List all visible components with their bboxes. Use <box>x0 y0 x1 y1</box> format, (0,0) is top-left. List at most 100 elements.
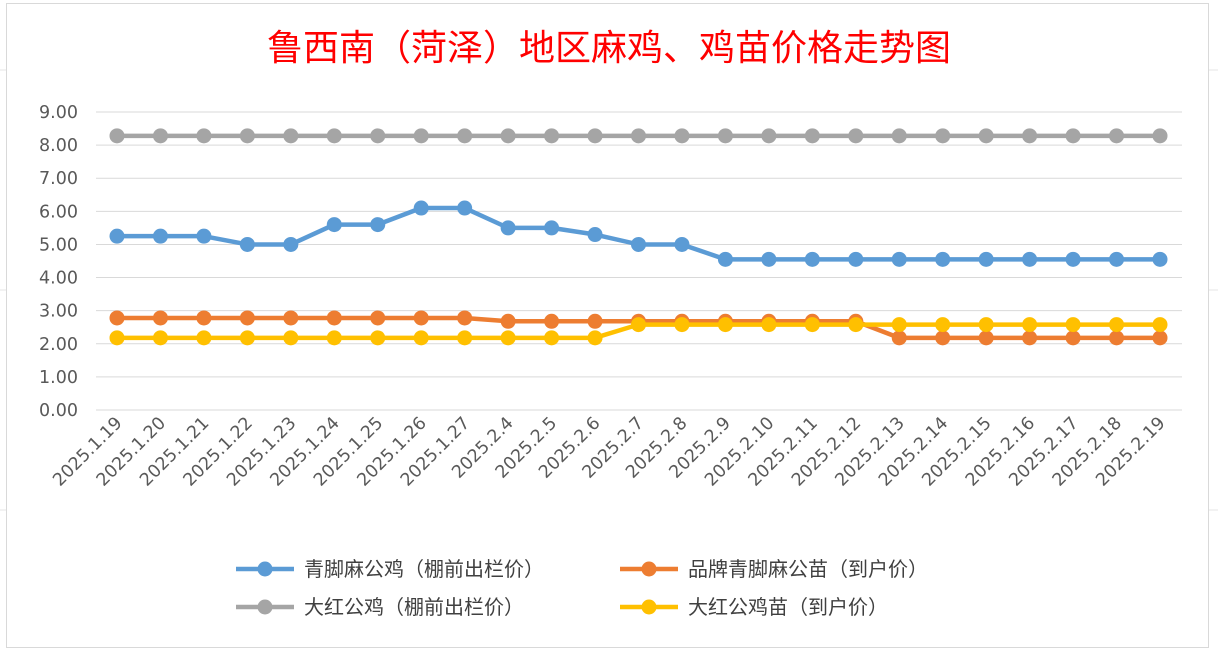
data-point[interactable] <box>891 330 907 346</box>
data-point[interactable] <box>1152 317 1168 333</box>
data-point[interactable] <box>1109 128 1125 144</box>
data-point[interactable] <box>804 251 820 267</box>
data-point[interactable] <box>978 128 994 144</box>
gridlines <box>96 111 1182 411</box>
data-point[interactable] <box>717 251 733 267</box>
data-point[interactable] <box>152 310 168 326</box>
data-point[interactable] <box>109 228 125 244</box>
data-point[interactable] <box>1022 128 1038 144</box>
legend-entry[interactable]: 大红公鸡苗（到户价） <box>620 595 888 619</box>
data-point[interactable] <box>239 236 255 252</box>
data-point[interactable] <box>891 251 907 267</box>
data-point[interactable] <box>1065 251 1081 267</box>
legend-entry[interactable]: 大红公鸡（棚前出栏价） <box>236 595 524 619</box>
data-point[interactable] <box>1152 128 1168 144</box>
data-point[interactable] <box>935 128 951 144</box>
chart-title: 鲁西南（菏泽）地区麻鸡、鸡苗价格走势图 <box>267 28 951 69</box>
data-point[interactable] <box>457 128 473 144</box>
data-point[interactable] <box>848 128 864 144</box>
data-point[interactable] <box>1065 128 1081 144</box>
data-point[interactable] <box>1065 330 1081 346</box>
data-point[interactable] <box>500 128 516 144</box>
data-point[interactable] <box>1022 251 1038 267</box>
data-point[interactable] <box>457 310 473 326</box>
data-point[interactable] <box>1022 317 1038 333</box>
data-point[interactable] <box>935 330 951 346</box>
data-point[interactable] <box>978 330 994 346</box>
data-point[interactable] <box>500 313 516 329</box>
data-point[interactable] <box>283 330 299 346</box>
data-point[interactable] <box>413 330 429 346</box>
data-point[interactable] <box>326 330 342 346</box>
data-point[interactable] <box>413 310 429 326</box>
data-point[interactable] <box>891 317 907 333</box>
data-point[interactable] <box>1109 330 1125 346</box>
data-point[interactable] <box>587 313 603 329</box>
data-point[interactable] <box>717 317 733 333</box>
data-point[interactable] <box>848 251 864 267</box>
data-point[interactable] <box>891 128 907 144</box>
data-point[interactable] <box>370 217 386 233</box>
data-point[interactable] <box>239 330 255 346</box>
data-point[interactable] <box>935 317 951 333</box>
data-point[interactable] <box>326 217 342 233</box>
data-point[interactable] <box>239 128 255 144</box>
data-point[interactable] <box>1109 317 1125 333</box>
data-point[interactable] <box>326 310 342 326</box>
data-point[interactable] <box>804 128 820 144</box>
data-point[interactable] <box>631 236 646 252</box>
legend-entry[interactable]: 品牌青脚麻公苗（到户价） <box>620 557 928 581</box>
data-point[interactable] <box>457 330 473 346</box>
data-point[interactable] <box>544 128 560 144</box>
legend-entry[interactable]: 青脚麻公鸡（棚前出栏价） <box>236 557 544 581</box>
data-point[interactable] <box>283 128 299 144</box>
data-point[interactable] <box>544 220 560 236</box>
data-point[interactable] <box>761 128 777 144</box>
data-point[interactable] <box>370 128 386 144</box>
data-point[interactable] <box>804 317 820 333</box>
data-point[interactable] <box>500 220 516 236</box>
data-point[interactable] <box>196 228 212 244</box>
data-point[interactable] <box>631 128 646 144</box>
data-point[interactable] <box>283 310 299 326</box>
data-point[interactable] <box>109 310 125 326</box>
data-point[interactable] <box>500 330 516 346</box>
data-point[interactable] <box>196 330 212 346</box>
data-point[interactable] <box>283 236 299 252</box>
data-point[interactable] <box>978 317 994 333</box>
data-point[interactable] <box>1109 251 1125 267</box>
data-point[interactable] <box>848 317 864 333</box>
data-point[interactable] <box>152 330 168 346</box>
data-point[interactable] <box>761 317 777 333</box>
data-point[interactable] <box>761 251 777 267</box>
data-point[interactable] <box>109 128 125 144</box>
data-point[interactable] <box>631 317 646 333</box>
data-point[interactable] <box>196 128 212 144</box>
data-point[interactable] <box>326 128 342 144</box>
data-point[interactable] <box>587 227 603 243</box>
data-point[interactable] <box>587 128 603 144</box>
data-point[interactable] <box>978 251 994 267</box>
data-point[interactable] <box>935 251 951 267</box>
data-point[interactable] <box>1152 251 1168 267</box>
data-point[interactable] <box>674 236 690 252</box>
data-point[interactable] <box>413 200 429 216</box>
data-point[interactable] <box>717 128 733 144</box>
data-point[interactable] <box>196 310 212 326</box>
data-point[interactable] <box>152 228 168 244</box>
data-point[interactable] <box>152 128 168 144</box>
data-point[interactable] <box>370 310 386 326</box>
data-point[interactable] <box>587 330 603 346</box>
data-point[interactable] <box>674 128 690 144</box>
data-point[interactable] <box>1152 330 1168 346</box>
data-point[interactable] <box>370 330 386 346</box>
data-point[interactable] <box>457 200 473 216</box>
data-point[interactable] <box>109 330 125 346</box>
data-point[interactable] <box>674 317 690 333</box>
data-point[interactable] <box>1065 317 1081 333</box>
data-point[interactable] <box>413 128 429 144</box>
data-point[interactable] <box>239 310 255 326</box>
data-point[interactable] <box>544 330 560 346</box>
data-point[interactable] <box>544 313 560 329</box>
data-point[interactable] <box>1022 330 1038 346</box>
